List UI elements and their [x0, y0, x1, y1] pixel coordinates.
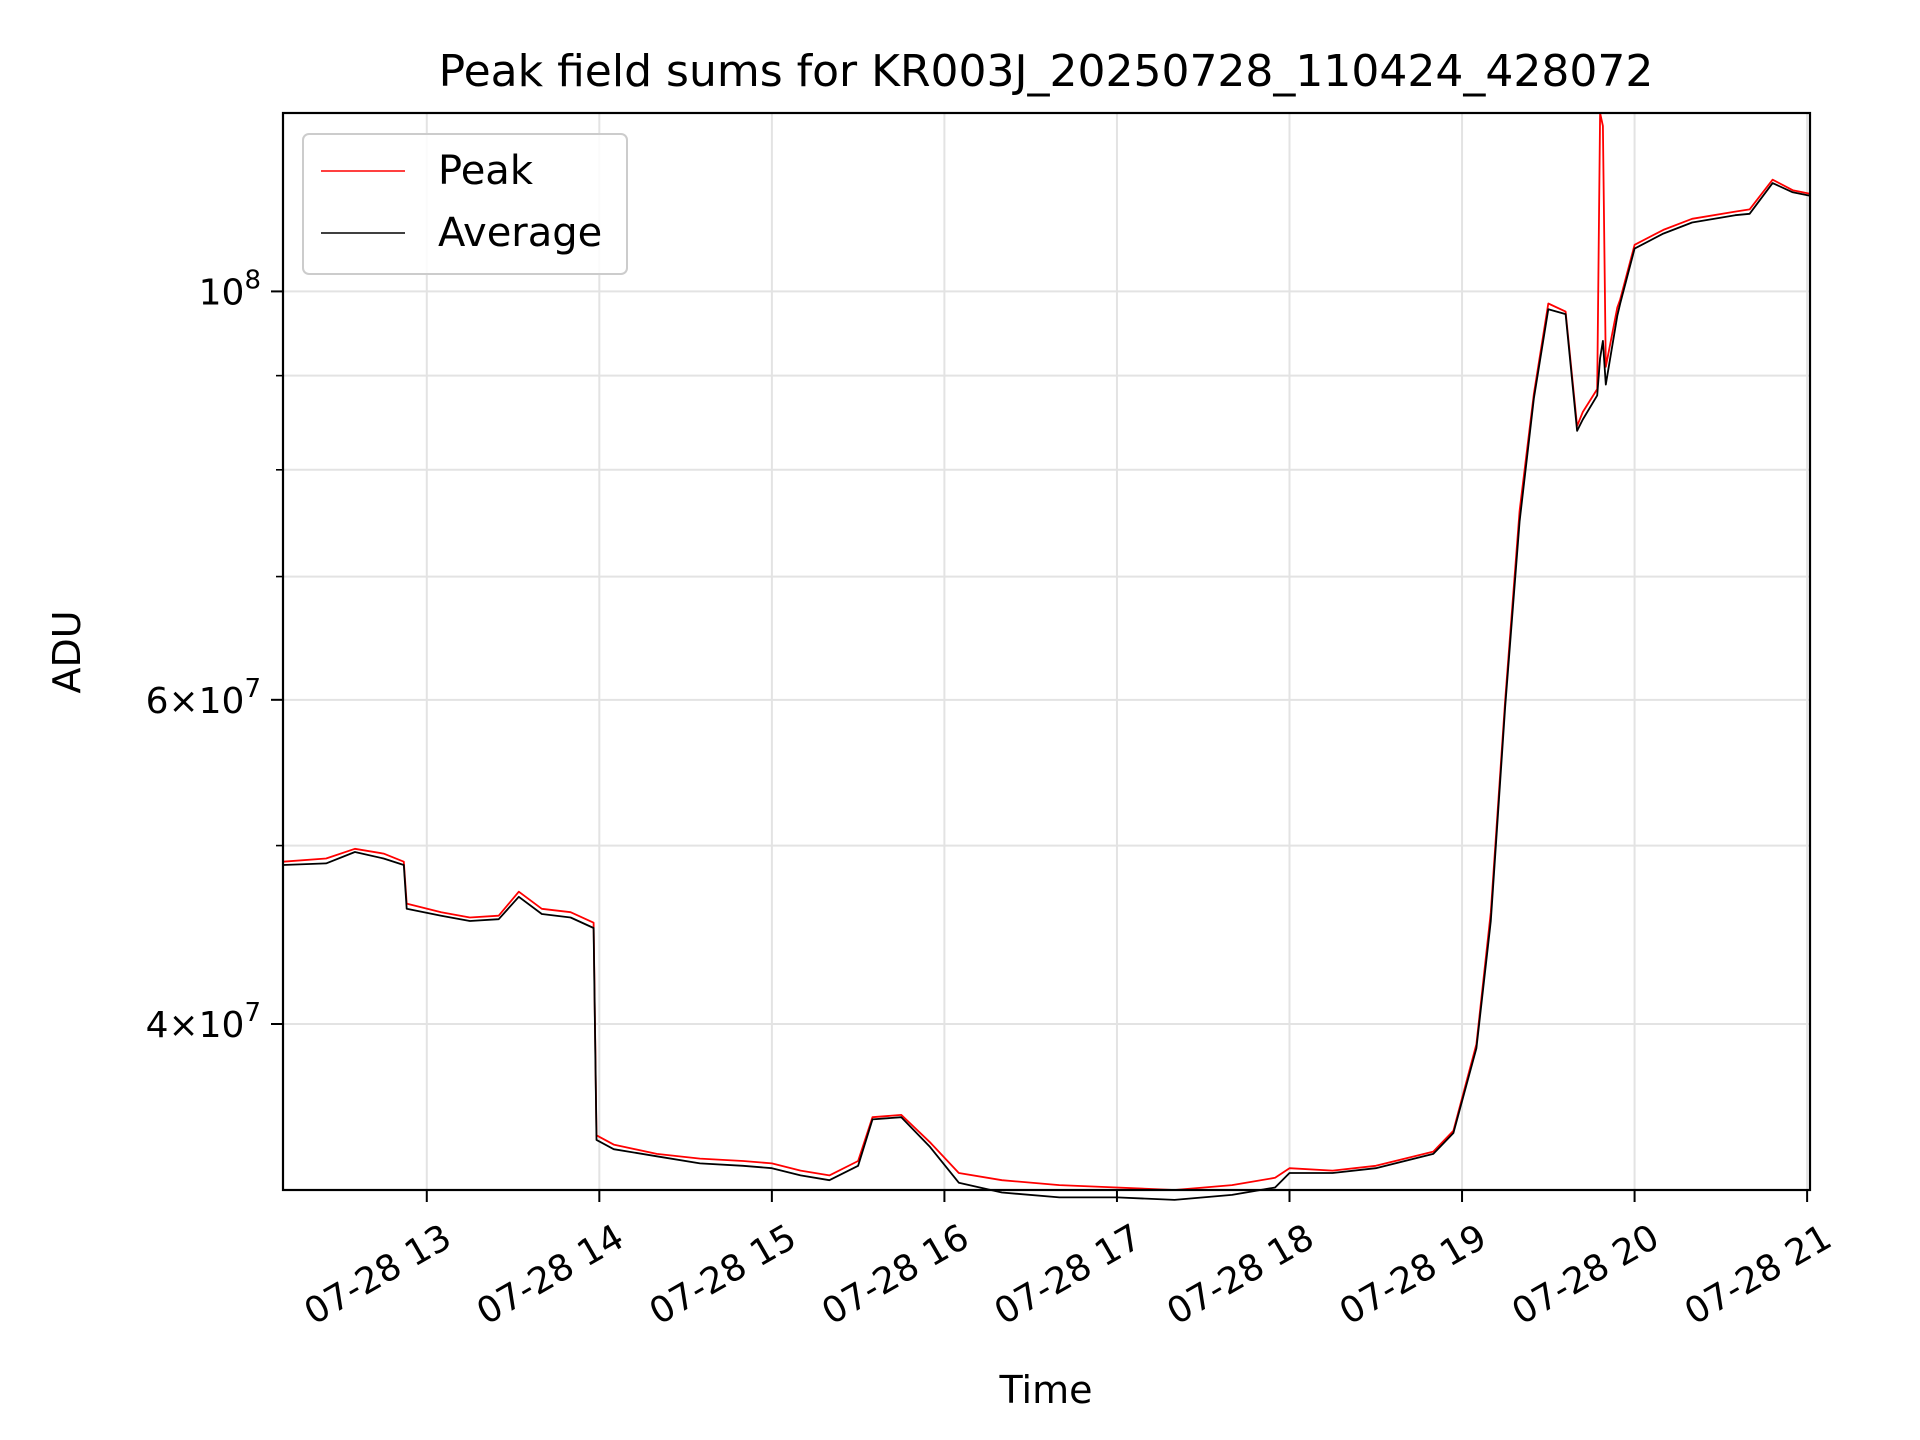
legend-label-peak: Peak: [438, 148, 534, 194]
y-tick-label: 108: [199, 265, 261, 313]
plot-frame: [281, 111, 1812, 1192]
series-line-average: [282, 182, 1811, 1201]
y-tick-label: 6×107: [146, 674, 261, 722]
plot-area: [282, 112, 1811, 1201]
grid: [283, 113, 1810, 1190]
series-line-peak: [282, 112, 1811, 1191]
chart-title: Peak field sums for KR003J_20250728_1104…: [439, 46, 1654, 97]
legend: Peak Average: [302, 133, 628, 275]
legend-label-average: Average: [438, 210, 602, 256]
y-tick-label: 4×107: [146, 998, 261, 1046]
legend-box: [302, 133, 628, 275]
y-axis-label: ADU: [45, 610, 89, 693]
x-axis-label: Time: [999, 1368, 1093, 1412]
